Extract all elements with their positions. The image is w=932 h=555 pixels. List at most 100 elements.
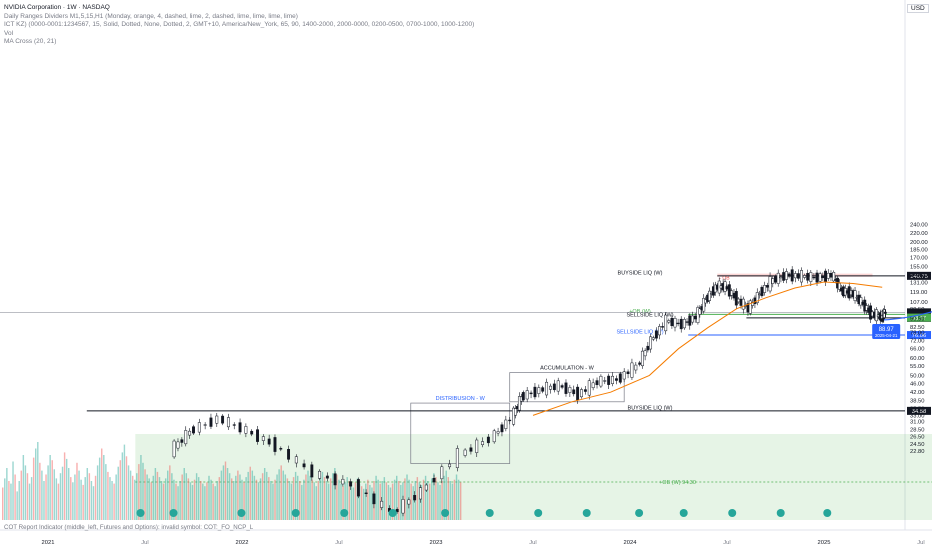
volume-bar [32, 457, 35, 520]
cot-indicator-label[interactable]: COT Report Indicator (middle_left, Futur… [4, 524, 254, 531]
candle-body [545, 381, 549, 396]
volume-bar [327, 483, 330, 520]
y-tick-label: 240.00 [910, 223, 928, 229]
volume-bar [105, 464, 107, 520]
volume-bar [22, 455, 25, 520]
candle-body [691, 315, 694, 323]
volume-bar [453, 479, 456, 520]
candle-body [673, 318, 677, 328]
volume-bar [400, 484, 402, 520]
volume-bar [261, 473, 264, 520]
volume-bar [288, 481, 291, 520]
volume-bar [26, 473, 29, 520]
volume-bar [10, 483, 12, 520]
volume-bar [214, 486, 216, 520]
currency-button[interactable]: USD [907, 4, 929, 13]
volume-bar [202, 483, 204, 520]
candle-body [682, 319, 686, 329]
price-tag [907, 331, 931, 340]
legend-volume[interactable]: Vol [4, 29, 14, 37]
legend-ict-kz[interactable]: ICT KZ) (0000-0001:1234567, 15, Solid, D… [4, 21, 475, 29]
volume-bar [92, 486, 95, 520]
y-tick-label: 22.80 [910, 449, 925, 455]
volume-bar [189, 482, 192, 520]
price-tag-text: 76.06 [912, 333, 927, 339]
volume-bar [84, 477, 86, 520]
candle-body [273, 437, 277, 452]
volume-bar [57, 483, 60, 520]
volume-bar [426, 481, 429, 520]
volume-bar [63, 452, 66, 520]
volume-bar [249, 466, 251, 520]
legend-daily-ranges[interactable]: Daily Ranges Dividers M1,5,15,H1 (Monday… [4, 12, 298, 20]
y-tick-label: 46.00 [910, 381, 925, 387]
volume-bar [177, 486, 179, 520]
volume-bar [414, 481, 416, 520]
volume-bar [86, 468, 89, 520]
projection-start-dot [880, 318, 884, 322]
volume-bar [156, 471, 159, 520]
volume-bar [263, 468, 266, 520]
volume-bar [323, 477, 326, 520]
legend-symbol[interactable]: NVIDIA Corporation · 1W · NASDAQ [4, 4, 110, 11]
volume-bar [45, 474, 47, 520]
ob-bear-zone-label: - OB [719, 276, 730, 282]
candle-body [622, 371, 626, 380]
volume-bar [72, 482, 74, 520]
ma-line [532, 281, 883, 416]
volume-bar [303, 479, 305, 520]
volume-bar [78, 470, 80, 520]
candle-body [318, 470, 322, 479]
volume-bar [175, 483, 177, 520]
volume-bar [385, 482, 388, 520]
candle-body [568, 387, 572, 393]
earnings-marker [136, 509, 145, 517]
volume-bar [259, 478, 262, 520]
candle-body [525, 390, 529, 400]
volume-bar [200, 481, 202, 520]
candle-body [419, 487, 422, 500]
volume-bar [276, 474, 278, 520]
volume-bar [305, 474, 307, 520]
volume-bar [20, 470, 23, 520]
y-tick-label: 60.00 [910, 356, 925, 362]
volume-bar [164, 478, 167, 520]
y-tick-label: 220.00 [910, 231, 928, 237]
candle-body [779, 276, 783, 279]
volume-bar [449, 481, 452, 520]
candle-body [618, 373, 622, 383]
candle-body [576, 386, 580, 401]
candle-body [800, 270, 803, 283]
candle-body [356, 479, 360, 497]
low-label: 88.97 [879, 327, 895, 333]
low-date: 2025-04-21 [875, 333, 898, 338]
y-tick-label: 31.00 [910, 419, 925, 425]
volume-bar [158, 477, 161, 520]
volume-bar [30, 477, 33, 520]
volume-bar [224, 461, 227, 520]
price-tag [907, 313, 931, 322]
volume-bar [329, 478, 332, 520]
volume-bar [167, 470, 169, 520]
volume-bar [379, 483, 381, 520]
candle-body [176, 441, 180, 449]
candle-body [184, 430, 188, 445]
volume-bar [131, 475, 134, 520]
candle-body [401, 499, 405, 514]
candle-body [776, 272, 780, 284]
volume-bar [245, 477, 247, 520]
volume-bar [204, 486, 206, 520]
legend-ma-cross[interactable]: MA Cross (20, 21) [4, 38, 57, 46]
candle-body [541, 387, 545, 392]
candle-body [504, 419, 508, 429]
volume-bar [127, 465, 130, 520]
candle-body [603, 380, 607, 382]
volume-bar [101, 448, 103, 520]
candle-body [349, 481, 353, 487]
y-tick-label: 99.50 [910, 307, 925, 313]
price-tag [907, 271, 931, 280]
candle-body [832, 272, 836, 282]
volume-bar [317, 481, 320, 520]
